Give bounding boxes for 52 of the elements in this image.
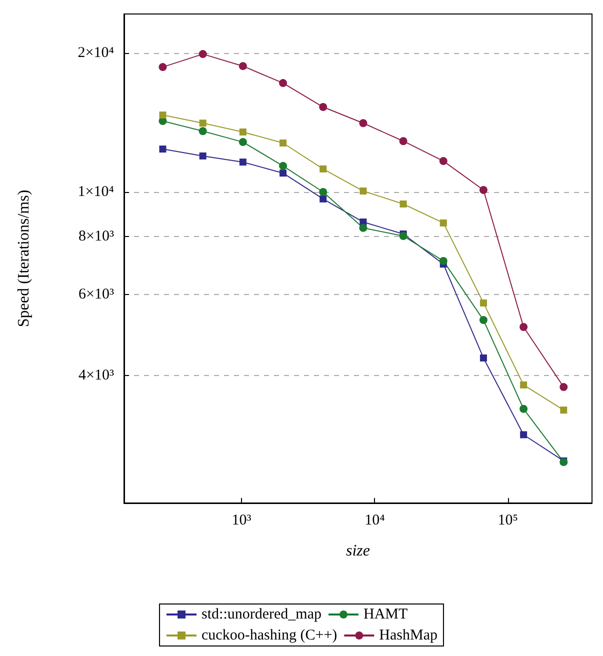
point bbox=[158, 63, 167, 72]
point bbox=[520, 431, 528, 438]
point bbox=[560, 406, 568, 414]
point bbox=[279, 79, 288, 88]
legend-label: cuckoo-hashing (C++) bbox=[202, 628, 338, 644]
point bbox=[520, 381, 528, 388]
point bbox=[400, 200, 407, 208]
legend-label: std::unordered_map bbox=[202, 606, 322, 622]
point bbox=[320, 195, 327, 202]
point bbox=[280, 170, 287, 177]
y-tick-label: 8×10³ bbox=[78, 228, 114, 245]
point bbox=[480, 354, 487, 362]
y-axis-title: Speed (Iterations/ms) bbox=[16, 190, 32, 328]
point bbox=[238, 62, 247, 70]
point bbox=[319, 103, 328, 112]
y-tick-label: 4×10³ bbox=[78, 368, 114, 384]
point bbox=[198, 50, 207, 58]
point bbox=[319, 188, 328, 196]
point bbox=[159, 112, 166, 119]
point bbox=[480, 299, 487, 306]
point bbox=[399, 137, 408, 146]
x-tick-label: 10⁵ bbox=[498, 512, 518, 528]
legend-label: HAMT bbox=[363, 606, 408, 622]
x-axis-title: size bbox=[346, 542, 370, 560]
point bbox=[399, 232, 408, 240]
point bbox=[320, 165, 327, 172]
point bbox=[439, 256, 448, 265]
point bbox=[159, 146, 166, 153]
point bbox=[520, 323, 528, 332]
point bbox=[439, 157, 448, 166]
point bbox=[239, 158, 246, 166]
point bbox=[359, 119, 368, 128]
x-tick-label: 10³ bbox=[232, 512, 252, 528]
point bbox=[239, 128, 246, 136]
point bbox=[360, 188, 367, 195]
point bbox=[520, 404, 528, 413]
point bbox=[479, 316, 488, 324]
legend-label: HashMap bbox=[379, 628, 438, 644]
point bbox=[199, 120, 206, 127]
point bbox=[199, 152, 206, 160]
y-tick-label: 2×10⁴ bbox=[78, 45, 114, 62]
point bbox=[238, 138, 247, 146]
y-tick-label: 6×10³ bbox=[78, 286, 114, 302]
y-tick-label: 1×10⁴ bbox=[78, 184, 114, 200]
point bbox=[198, 127, 207, 136]
point bbox=[359, 224, 368, 232]
point bbox=[479, 186, 488, 194]
point bbox=[279, 162, 288, 170]
point bbox=[280, 139, 287, 146]
x-tick-label: 10⁴ bbox=[364, 512, 385, 528]
point bbox=[440, 219, 447, 226]
point bbox=[560, 383, 568, 392]
